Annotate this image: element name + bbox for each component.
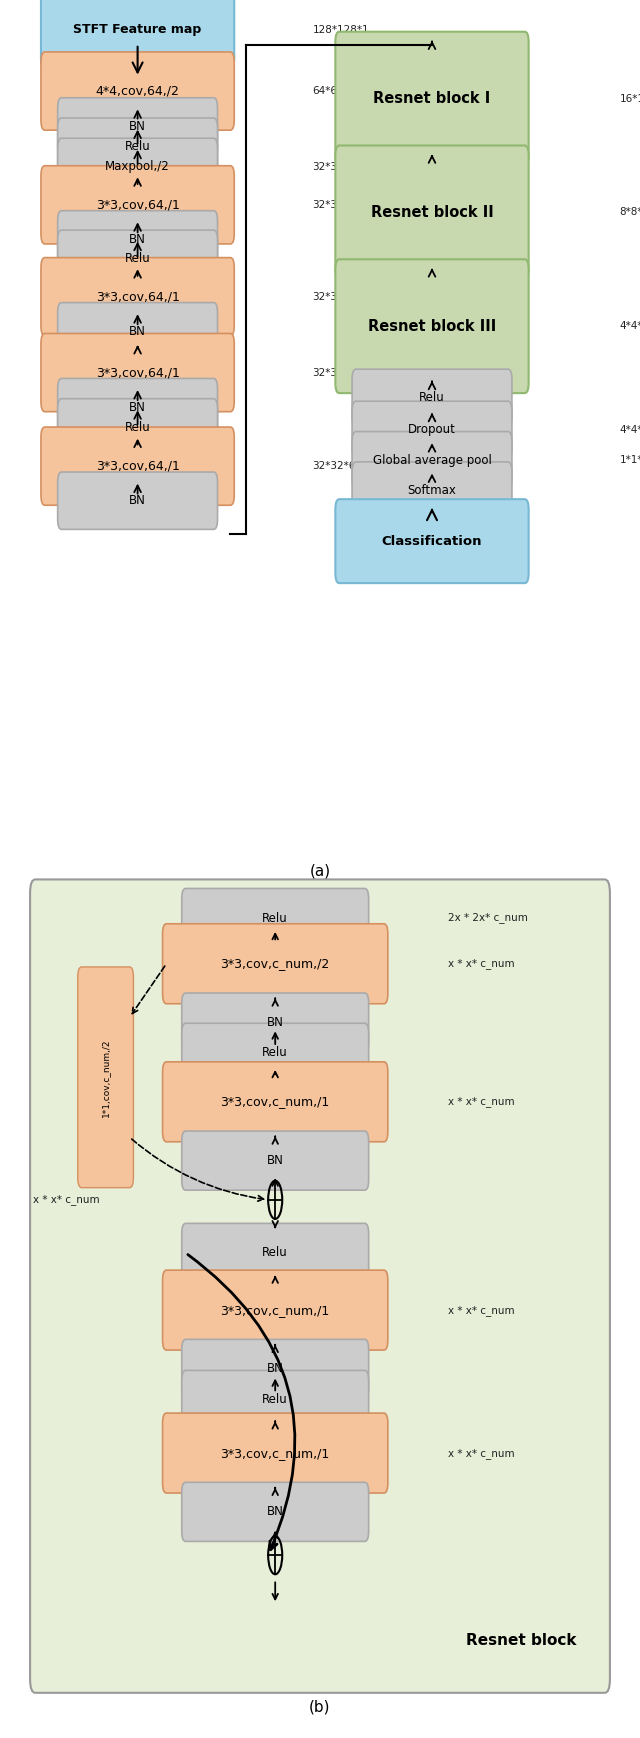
Text: Relu: Relu <box>125 141 150 153</box>
FancyBboxPatch shape <box>163 1270 388 1350</box>
Text: 3*3,cov,c_num,/2: 3*3,cov,c_num,/2 <box>221 958 330 970</box>
FancyBboxPatch shape <box>335 499 529 584</box>
Text: 3*3,cov,c_num,/1: 3*3,cov,c_num,/1 <box>221 1304 330 1317</box>
FancyBboxPatch shape <box>58 302 218 360</box>
FancyBboxPatch shape <box>163 1062 388 1142</box>
Text: BN: BN <box>267 1505 284 1519</box>
FancyBboxPatch shape <box>58 379 218 436</box>
FancyBboxPatch shape <box>182 888 369 947</box>
FancyBboxPatch shape <box>182 1370 369 1429</box>
FancyBboxPatch shape <box>58 398 218 455</box>
Text: BN: BN <box>267 1017 284 1029</box>
Text: Relu: Relu <box>419 391 445 405</box>
Text: 32*32*64: 32*32*64 <box>312 292 362 302</box>
Text: Dropout: Dropout <box>408 424 456 436</box>
Text: 64*64*64: 64*64*64 <box>312 87 362 96</box>
Text: 4*4,cov,64,/2: 4*4,cov,64,/2 <box>95 85 180 97</box>
Text: Resnet block III: Resnet block III <box>368 318 496 334</box>
Text: 3*3,cov,c_num,/1: 3*3,cov,c_num,/1 <box>221 1095 330 1109</box>
FancyBboxPatch shape <box>58 97 218 155</box>
FancyBboxPatch shape <box>352 401 512 459</box>
FancyBboxPatch shape <box>41 52 234 130</box>
Text: 1*1*512: 1*1*512 <box>620 455 640 466</box>
FancyBboxPatch shape <box>58 118 218 176</box>
Text: BN: BN <box>267 1154 284 1168</box>
Text: 3*3,cov,c_num,/1: 3*3,cov,c_num,/1 <box>221 1446 330 1460</box>
FancyBboxPatch shape <box>41 428 234 506</box>
FancyBboxPatch shape <box>41 0 234 68</box>
FancyBboxPatch shape <box>58 139 218 196</box>
FancyBboxPatch shape <box>182 1340 369 1399</box>
Text: 1*1,cov,c_num,/2: 1*1,cov,c_num,/2 <box>101 1038 110 1116</box>
FancyBboxPatch shape <box>58 210 218 268</box>
Text: BN: BN <box>267 1363 284 1375</box>
Text: BN: BN <box>129 233 146 245</box>
FancyBboxPatch shape <box>30 879 610 1693</box>
Text: STFT Feature map: STFT Feature map <box>74 23 202 36</box>
Text: 32*32*64: 32*32*64 <box>312 461 362 471</box>
Text: Relu: Relu <box>125 421 150 434</box>
Text: Relu: Relu <box>262 1046 288 1058</box>
FancyBboxPatch shape <box>182 1483 369 1542</box>
FancyBboxPatch shape <box>335 146 529 280</box>
FancyBboxPatch shape <box>352 368 512 426</box>
Text: Relu: Relu <box>262 1246 288 1260</box>
Text: x * x* c_num: x * x* c_num <box>448 1305 515 1316</box>
Text: Resnet block II: Resnet block II <box>371 205 493 221</box>
Text: BN: BN <box>129 494 146 507</box>
Text: 3*3,cov,64,/1: 3*3,cov,64,/1 <box>95 367 180 379</box>
FancyBboxPatch shape <box>58 473 218 530</box>
Text: x * x* c_num: x * x* c_num <box>448 958 515 970</box>
FancyBboxPatch shape <box>163 1413 388 1493</box>
Text: x * x* c_num: x * x* c_num <box>448 1097 515 1107</box>
FancyBboxPatch shape <box>182 1131 369 1191</box>
FancyBboxPatch shape <box>335 259 529 393</box>
FancyBboxPatch shape <box>182 992 369 1051</box>
Text: 128*128*1: 128*128*1 <box>312 24 369 35</box>
Text: 3*3,cov,64,/1: 3*3,cov,64,/1 <box>95 459 180 473</box>
Text: 4*4*512: 4*4*512 <box>620 322 640 332</box>
FancyBboxPatch shape <box>58 229 218 287</box>
Text: 8*8*256: 8*8*256 <box>620 207 640 217</box>
Text: 32*32*64: 32*32*64 <box>312 162 362 172</box>
FancyBboxPatch shape <box>163 925 388 1005</box>
Text: 32*32*64: 32*32*64 <box>312 200 362 210</box>
Text: 3*3,cov,64,/1: 3*3,cov,64,/1 <box>95 290 180 302</box>
FancyBboxPatch shape <box>182 1224 369 1283</box>
Text: Maxpool,/2: Maxpool,/2 <box>105 160 170 174</box>
Text: Resnet block I: Resnet block I <box>373 90 491 106</box>
Text: 2x * 2x* c_num: 2x * 2x* c_num <box>448 912 528 923</box>
Text: 16*16*128: 16*16*128 <box>620 94 640 104</box>
FancyBboxPatch shape <box>182 1024 369 1083</box>
FancyBboxPatch shape <box>41 257 234 335</box>
Text: Relu: Relu <box>125 252 150 266</box>
Text: x * x* c_num: x * x* c_num <box>448 1448 515 1458</box>
Text: Resnet block: Resnet block <box>465 1632 576 1648</box>
Text: Classification: Classification <box>381 535 483 547</box>
Text: BN: BN <box>129 120 146 132</box>
Text: BN: BN <box>129 401 146 414</box>
Text: Softmax: Softmax <box>408 485 456 497</box>
FancyBboxPatch shape <box>352 431 512 488</box>
Text: x * x* c_num: x * x* c_num <box>33 1194 99 1204</box>
Text: Relu: Relu <box>262 911 288 925</box>
Text: 32*32*64: 32*32*64 <box>312 367 362 377</box>
FancyBboxPatch shape <box>335 31 529 165</box>
FancyBboxPatch shape <box>78 966 134 1187</box>
Text: 4*4*512: 4*4*512 <box>620 424 640 434</box>
FancyBboxPatch shape <box>41 165 234 243</box>
FancyBboxPatch shape <box>41 334 234 412</box>
Text: 3*3,cov,64,/1: 3*3,cov,64,/1 <box>95 198 180 212</box>
Text: BN: BN <box>129 325 146 337</box>
Text: Global average pool: Global average pool <box>372 454 492 468</box>
FancyBboxPatch shape <box>352 462 512 520</box>
Text: (a): (a) <box>309 864 331 879</box>
Text: Relu: Relu <box>262 1394 288 1406</box>
Text: (b): (b) <box>309 1700 331 1715</box>
